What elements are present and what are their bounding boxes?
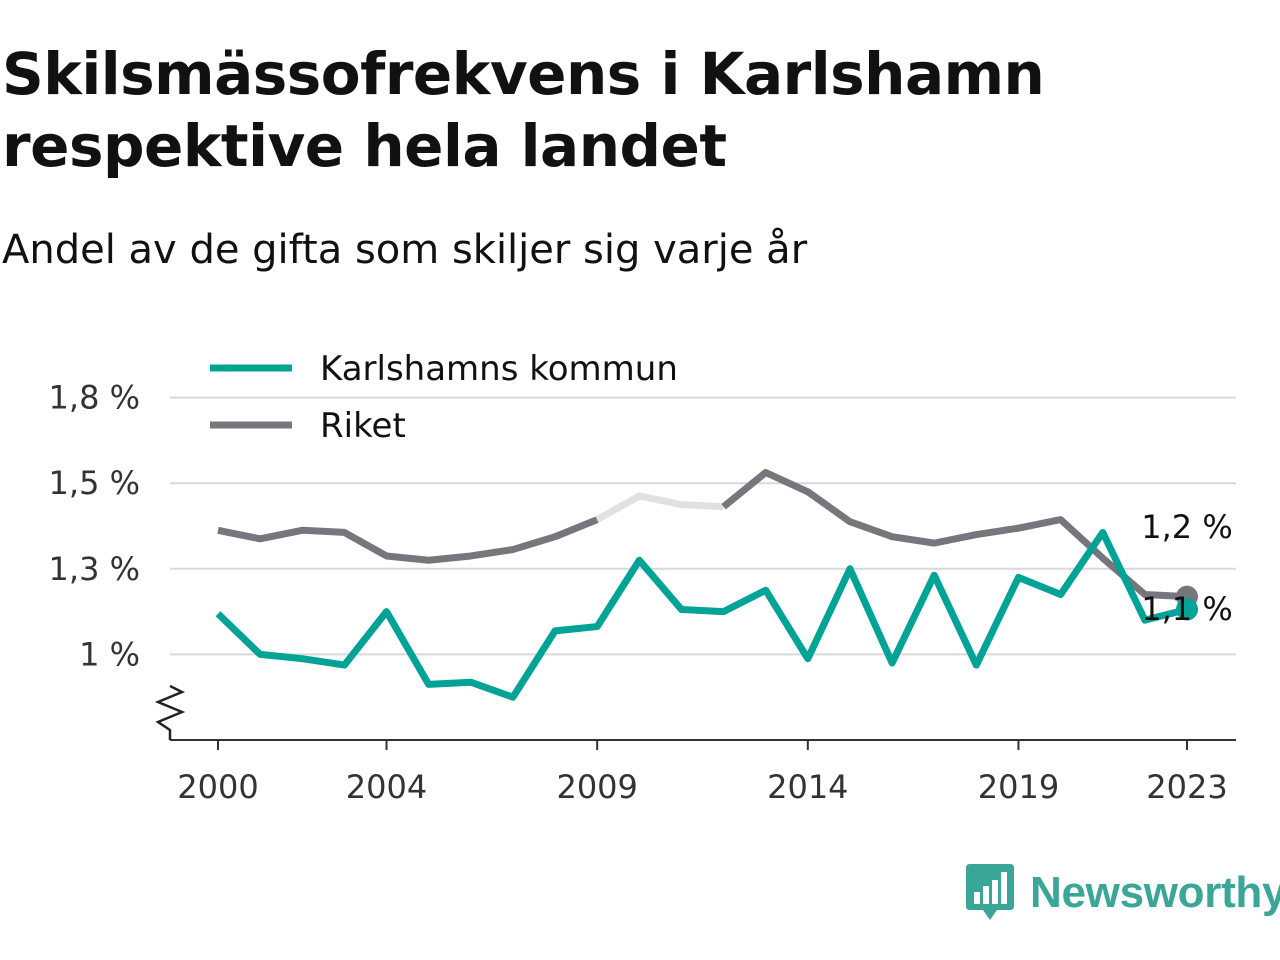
- y-tick-label: 1,3 %: [49, 550, 140, 588]
- chart-title: Skilsmässofrekvens i Karlshamn respektiv…: [2, 40, 1045, 180]
- series-line-riket-faded: [595, 492, 724, 523]
- y-tick-label: 1,5 %: [49, 464, 140, 502]
- series-line-riket: [721, 469, 1188, 601]
- end-label-karlshamn: 1,1 %: [1141, 590, 1232, 628]
- y-tick-label: 1 %: [79, 635, 140, 673]
- logo-text: Newsworthy: [1030, 868, 1280, 917]
- x-tick-label: 2000: [177, 768, 258, 806]
- x-tick-label: 2004: [346, 768, 427, 806]
- newsworthy-logo: Newsworthy: [964, 862, 1280, 924]
- chart-subtitle: Andel av de gifta som skiljer sig varje …: [2, 227, 808, 273]
- x-axis-labels: 2000 2004 2009 2014 2019 2023: [177, 768, 1227, 806]
- end-point-karlshamns-kommun: [1176, 598, 1198, 621]
- series-line-karlshamns-kommun: [215, 528, 1188, 701]
- x-tick-label: 2023: [1146, 768, 1227, 806]
- grid-lines: [170, 396, 1236, 656]
- x-tick-label: 2019: [978, 768, 1059, 806]
- x-axis: [154, 684, 1236, 750]
- series-line-riket: [217, 516, 599, 564]
- axis-break-icon: [154, 684, 186, 740]
- legend: Karlshamns kommun Riket: [210, 349, 678, 446]
- legend-label: Karlshamns kommun: [320, 349, 678, 389]
- y-tick-label: 1,8 %: [49, 379, 140, 417]
- y-axis-labels: 1 % 1,3 % 1,5 % 1,8 %: [49, 379, 140, 674]
- end-labels: 1,2 % 1,1 %: [1141, 508, 1232, 628]
- x-tick-label: 2014: [767, 768, 848, 806]
- bar-chart-speech-bubble-icon: [966, 864, 1014, 920]
- end-label-riket: 1,2 %: [1141, 508, 1232, 546]
- series-lines: [215, 469, 1198, 701]
- legend-label: Riket: [320, 406, 406, 446]
- x-tick-label: 2009: [556, 768, 637, 806]
